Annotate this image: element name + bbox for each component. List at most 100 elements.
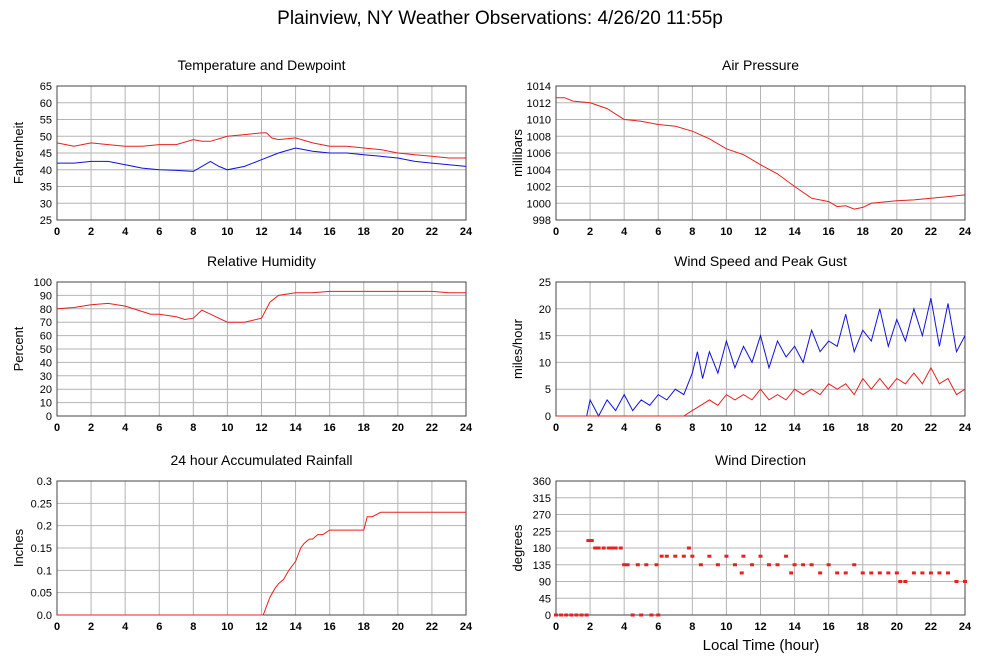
series-line-red bbox=[57, 511, 466, 616]
y-tick-label: 65 bbox=[40, 81, 52, 93]
x-tick-label: 4 bbox=[621, 621, 628, 633]
x-tick-label: 14 bbox=[788, 226, 801, 238]
y-tick-label: 15 bbox=[539, 331, 551, 343]
x-tick-label: 12 bbox=[754, 226, 766, 238]
x-tick-label: 16 bbox=[324, 621, 336, 633]
y-tick-label: 80 bbox=[40, 304, 52, 316]
x-tick-label: 20 bbox=[891, 422, 903, 434]
series-line-red bbox=[56, 290, 466, 323]
x-tick-label: 0 bbox=[54, 621, 60, 633]
y-tick-label: 70 bbox=[40, 317, 52, 329]
x-tick-label: 12 bbox=[754, 621, 766, 633]
x-tick-label: 14 bbox=[289, 621, 302, 633]
x-tick-label: 0 bbox=[54, 226, 60, 238]
data-point bbox=[860, 571, 865, 575]
panel-title: 24 hour Accumulated Rainfall bbox=[170, 452, 352, 468]
y-tick-label: 0.15 bbox=[31, 543, 52, 555]
x-tick-label: 22 bbox=[426, 226, 438, 238]
data-point bbox=[920, 571, 925, 575]
y-tick-label: 998 bbox=[533, 215, 551, 227]
y-tick-label: 225 bbox=[533, 526, 551, 538]
series-line-blue bbox=[57, 147, 467, 172]
x-tick-label: 4 bbox=[122, 422, 129, 434]
series-line-red bbox=[556, 366, 966, 417]
x-tick-label: 14 bbox=[788, 422, 801, 434]
y-tick-label: 135 bbox=[533, 560, 551, 572]
data-point bbox=[656, 613, 661, 617]
y-tick-label: 0.3 bbox=[37, 476, 52, 488]
y-tick-label: 1010 bbox=[527, 115, 551, 127]
x-tick-label: 2 bbox=[88, 621, 94, 633]
x-tick-label: 4 bbox=[621, 226, 628, 238]
panel-1 bbox=[56, 85, 467, 221]
data-point bbox=[686, 546, 691, 550]
data-point bbox=[606, 546, 611, 550]
x-tick-label: 18 bbox=[358, 226, 370, 238]
data-point bbox=[775, 563, 780, 567]
plot-frame bbox=[56, 85, 467, 221]
data-point bbox=[945, 571, 950, 575]
x-tick-label: 8 bbox=[190, 226, 196, 238]
x-tick-label: 10 bbox=[720, 422, 732, 434]
y-tick-label: 45 bbox=[539, 593, 551, 605]
data-point bbox=[784, 554, 789, 558]
y-tick-label: 0.05 bbox=[31, 588, 52, 600]
x-tick-label: 20 bbox=[891, 621, 903, 633]
x-tick-label: 20 bbox=[392, 226, 404, 238]
plot-frame bbox=[555, 85, 966, 221]
panel-3 bbox=[56, 281, 467, 417]
x-tick-label: 8 bbox=[190, 422, 196, 434]
data-point bbox=[801, 563, 806, 567]
y-tick-label: 30 bbox=[40, 198, 52, 210]
x-tick-label: 0 bbox=[553, 226, 559, 238]
y-tick-label: 315 bbox=[533, 493, 551, 505]
x-tick-label: 0 bbox=[553, 422, 559, 434]
y-tick-label: 270 bbox=[533, 510, 551, 522]
x-tick-label: 16 bbox=[823, 422, 835, 434]
y-tick-label: 1000 bbox=[527, 198, 551, 210]
x-tick-label: 16 bbox=[324, 226, 336, 238]
y-axis-label: millibars bbox=[510, 129, 525, 177]
y-tick-label: 0 bbox=[545, 411, 551, 423]
y-tick-label: 10 bbox=[539, 357, 551, 369]
data-point bbox=[625, 563, 630, 567]
x-tick-label: 10 bbox=[720, 621, 732, 633]
data-point bbox=[911, 571, 916, 575]
y-tick-label: 1014 bbox=[527, 81, 551, 93]
x-tick-label: 2 bbox=[88, 226, 94, 238]
y-tick-label: 0 bbox=[545, 610, 551, 622]
y-tick-label: 55 bbox=[40, 115, 52, 127]
x-tick-label: 6 bbox=[655, 621, 661, 633]
x-axis-label: Local Time (hour) bbox=[702, 637, 820, 654]
x-tick-label: 12 bbox=[255, 621, 267, 633]
y-tick-label: 40 bbox=[40, 357, 52, 369]
y-tick-label: 40 bbox=[40, 165, 52, 177]
panel-title: Wind Speed and Peak Gust bbox=[674, 253, 847, 269]
x-tick-label: 16 bbox=[823, 226, 835, 238]
x-tick-label: 22 bbox=[426, 621, 438, 633]
data-point bbox=[639, 613, 644, 617]
y-tick-label: 45 bbox=[40, 148, 52, 160]
y-tick-label: 0.1 bbox=[37, 565, 52, 577]
x-tick-label: 6 bbox=[655, 226, 661, 238]
x-tick-label: 6 bbox=[156, 226, 162, 238]
data-point bbox=[659, 554, 664, 558]
data-point bbox=[664, 554, 669, 558]
data-point bbox=[963, 580, 967, 583]
y-tick-label: 25 bbox=[539, 277, 551, 289]
y-tick-label: 0.25 bbox=[31, 498, 52, 510]
x-tick-label: 24 bbox=[460, 621, 473, 633]
data-point bbox=[574, 613, 579, 617]
plot-frame bbox=[56, 281, 467, 417]
data-point bbox=[630, 613, 635, 617]
data-point bbox=[724, 554, 729, 558]
data-point bbox=[732, 563, 737, 567]
data-point bbox=[601, 546, 606, 550]
data-point bbox=[818, 571, 823, 575]
y-axis-label: degrees bbox=[510, 524, 525, 571]
data-point bbox=[792, 563, 797, 567]
y-tick-label: 0.2 bbox=[37, 521, 52, 533]
x-tick-label: 22 bbox=[925, 422, 937, 434]
data-point bbox=[869, 571, 874, 575]
data-point bbox=[618, 546, 623, 550]
